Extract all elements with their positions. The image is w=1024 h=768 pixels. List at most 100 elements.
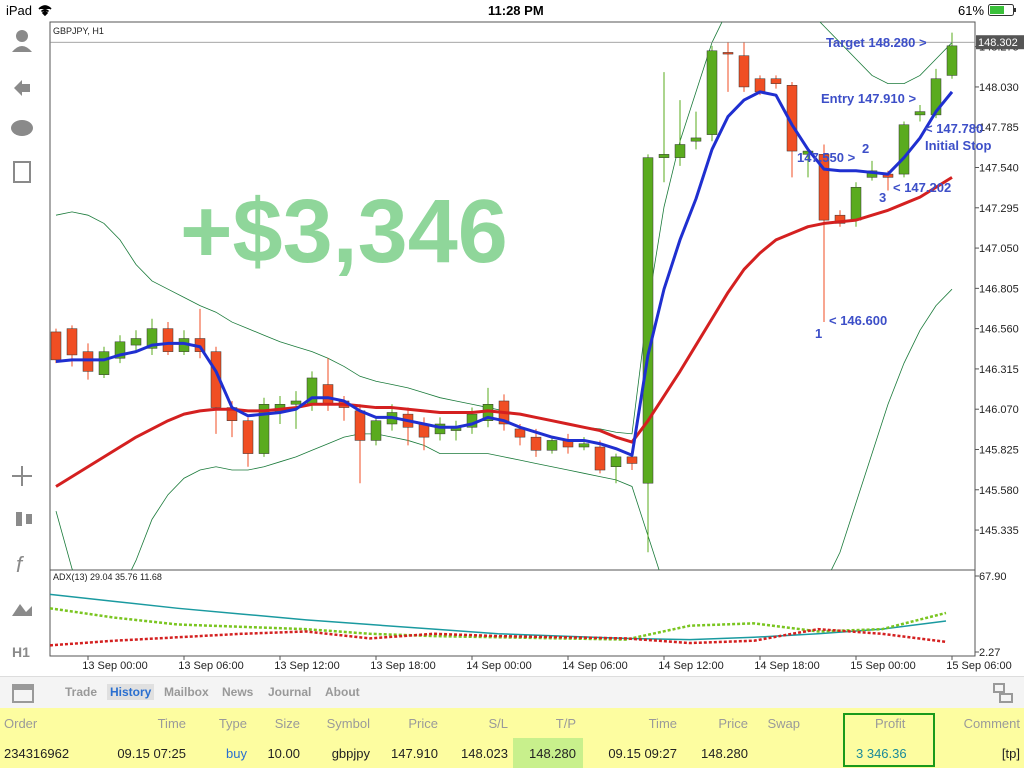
symbol-label: GBPJPY, H1 — [53, 26, 104, 36]
column-header: Profit — [875, 716, 906, 731]
device-name: iPad — [6, 3, 33, 18]
annotation: 1 — [815, 326, 822, 341]
candle-body — [722, 52, 734, 55]
current-price-box — [976, 35, 1024, 50]
tp-highlight — [513, 738, 583, 768]
x-tick-label: 13 Sep 00:00 — [82, 660, 147, 672]
candle-body — [434, 423, 446, 435]
tab[interactable]: About — [325, 685, 360, 699]
table-cell[interactable]: 148.280 — [529, 746, 576, 761]
tab[interactable]: News — [222, 685, 254, 699]
y-tick-label: 145.580 — [979, 485, 1019, 497]
y-tick-label: 147.785 — [979, 122, 1019, 134]
y-tick-label: 147.050 — [979, 243, 1019, 255]
x-tick-label: 15 Sep 06:00 — [946, 660, 1011, 672]
candle-body — [98, 351, 110, 375]
plot-frame — [49, 21, 976, 571]
account-icon[interactable] — [16, 30, 28, 42]
column-header: Time — [648, 716, 677, 731]
indicator-line — [50, 607, 947, 641]
clock: 11:28 PM — [488, 3, 544, 18]
layout-icon[interactable] — [992, 682, 1014, 704]
wifi-icon — [38, 5, 52, 16]
annotation: Target 148.280 > — [826, 35, 927, 50]
column-header: Size — [274, 716, 300, 731]
candle-body — [290, 400, 302, 405]
table-cell[interactable]: buy — [226, 746, 247, 761]
y-tick-label: 146.805 — [979, 283, 1019, 295]
candle-body — [82, 351, 94, 372]
candle-body — [754, 78, 766, 93]
annotation: < 147.780 — [925, 121, 983, 136]
table-cell[interactable]: 09.15 07:25 — [117, 746, 186, 761]
x-tick-label: 14 Sep 00:00 — [466, 660, 531, 672]
column-header: Symbol — [326, 716, 370, 731]
candle-body — [690, 137, 702, 142]
table-cell[interactable]: [tp] — [1001, 746, 1020, 761]
candle-body — [66, 328, 78, 356]
x-tick-label: 14 Sep 06:00 — [562, 660, 627, 672]
calendar-icon[interactable] — [12, 682, 34, 704]
column-header: Price — [718, 716, 748, 731]
annotation: < 147.202 — [893, 180, 951, 195]
candle-body — [354, 410, 366, 441]
x-tick-label: 13 Sep 18:00 — [370, 660, 435, 672]
x-tick-label: 14 Sep 18:00 — [754, 660, 819, 672]
table-cell[interactable]: 234316962 — [4, 746, 70, 761]
candle-body — [258, 404, 270, 454]
crosshair-icon[interactable] — [12, 466, 32, 486]
table-row: 234316962 09.15 07:25 buy 10.00 gbpjpy 147.91… — [0, 738, 1024, 768]
candle-body — [242, 420, 254, 454]
chat-icon[interactable] — [11, 120, 33, 136]
candle-body — [114, 341, 126, 359]
chart-area: f H1 GBPJPY, H1 +$3,346 ADX(13) 29.04 35… — [11, 21, 1024, 672]
candle-body — [514, 428, 526, 438]
battery-text: 61% — [958, 3, 985, 18]
column-header: T/P — [555, 716, 576, 731]
candle-body — [706, 50, 718, 135]
column-header: Order — [4, 716, 38, 731]
table-cell[interactable]: 10.00 — [267, 746, 300, 761]
candle-body — [162, 328, 174, 352]
tab[interactable]: Mailbox — [164, 685, 209, 699]
table-cell[interactable]: 148.280 — [701, 746, 748, 761]
trade-icon[interactable] — [14, 80, 30, 96]
moving-average — [55, 90, 954, 457]
y-tick-label: 147.295 — [979, 203, 1019, 215]
tab[interactable]: Trade — [65, 685, 98, 699]
tab[interactable]: History — [107, 684, 155, 700]
candle-body — [674, 144, 686, 158]
table-cell[interactable]: 3 346.36 — [856, 746, 907, 761]
candle-body — [546, 440, 558, 451]
table-cell[interactable]: 148.023 — [461, 746, 508, 761]
candle-icon[interactable] — [16, 512, 22, 526]
tab[interactable]: Journal — [268, 685, 312, 699]
candle-body — [50, 331, 62, 361]
y-tick-label: 146.070 — [979, 404, 1019, 416]
y-tick-label: 147.540 — [979, 163, 1019, 175]
candle-body — [130, 338, 142, 346]
candle-icon-b — [26, 514, 32, 524]
candle-body — [610, 456, 622, 467]
left-toolbar: f H1 — [11, 30, 33, 660]
candle-body — [946, 45, 958, 76]
timeframe-button[interactable]: H1 — [12, 644, 30, 660]
x-tick-label: 13 Sep 06:00 — [178, 660, 243, 672]
candle-body — [834, 214, 846, 224]
candle-body — [770, 78, 782, 84]
table-cell[interactable]: 09.15 09:27 — [608, 746, 677, 761]
x-tick-label: 15 Sep 00:00 — [850, 660, 915, 672]
indicator-icon[interactable]: f — [16, 552, 25, 577]
candle-body — [738, 55, 750, 88]
annotation: 3 — [879, 190, 886, 205]
candle-body — [914, 111, 926, 116]
x-tick-label: 14 Sep 12:00 — [658, 660, 723, 672]
table-cell[interactable]: 147.910 — [391, 746, 438, 761]
objects-icon[interactable] — [12, 604, 32, 616]
candle-body — [642, 157, 654, 484]
indicator-label: ADX(13) 29.04 35.76 11.68 — [53, 572, 162, 582]
moving-average — [55, 176, 953, 488]
new-order-icon[interactable] — [13, 161, 31, 183]
indicator-line — [50, 593, 947, 641]
table-cell[interactable]: gbpjpy — [331, 746, 370, 761]
